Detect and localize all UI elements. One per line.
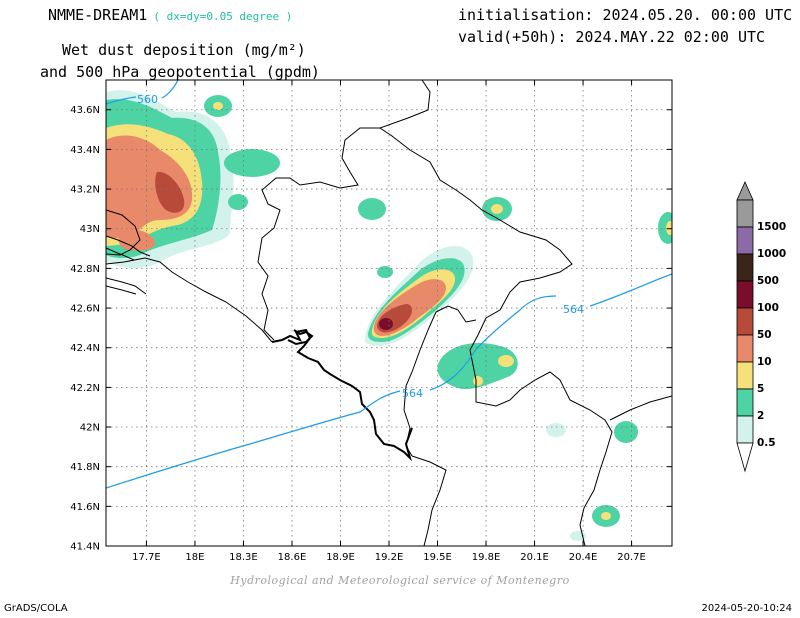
x-tick-label: 20.7E: [617, 552, 646, 563]
border-sw: [427, 305, 477, 331]
y-tick-label: 43.2N: [70, 185, 100, 196]
render-timestamp: 2024-05-20-10:24: [701, 603, 792, 614]
legend-swatch: [736, 415, 754, 444]
x-tick-label: 19.8E: [472, 552, 501, 563]
border-se: [469, 334, 613, 546]
contour-564: [106, 273, 672, 489]
y-tick-label: 43.4N: [70, 145, 100, 156]
map-title-line1: Wet dust deposition (mg/m²): [62, 41, 306, 59]
contour-label-564-east: 564: [563, 303, 584, 316]
legend-label: 1000: [757, 248, 786, 260]
dust-region-se-2: [614, 421, 638, 443]
legend-label: 2: [757, 410, 764, 422]
border-south: [411, 455, 447, 546]
model-label: NMME-DREAM1: [48, 6, 148, 24]
dust-region-east-3: [437, 342, 518, 390]
x-tick-label: 18E: [185, 552, 204, 563]
border-nw-2: [106, 235, 151, 257]
dust-region-nw-small: [118, 229, 156, 251]
initialisation-time: initialisation: 2024.05.20. 00:00 UTC: [458, 6, 793, 24]
software-label: GrADS/COLA: [4, 603, 68, 614]
legend-label: 100: [757, 302, 779, 314]
legend-swatch: [736, 199, 754, 228]
y-tick-label: 41.8N: [70, 462, 100, 473]
legend-label: 5: [757, 383, 764, 395]
coast-island: [106, 285, 137, 295]
legend-label: 500: [757, 275, 779, 287]
grid-resolution-note: ( dx=dy=0.05 degree ): [153, 10, 293, 23]
dust-deposition-field: [106, 90, 672, 541]
coastline-boka: [287, 329, 314, 346]
legend-cap-top: [736, 181, 754, 201]
y-tick-label: 42.8N: [70, 264, 100, 275]
x-tick-label: 18.3E: [229, 552, 258, 563]
contour-label-564-center: 564: [402, 387, 423, 400]
dust-region-east-3-core: [498, 355, 514, 367]
border-nw-4: [106, 257, 273, 343]
y-tick-label: 41.4N: [70, 542, 100, 553]
x-tick-label: 20.1E: [520, 552, 549, 563]
x-tick-label: 18.6E: [278, 552, 307, 563]
geopotential-contours: [106, 80, 672, 489]
dust-region-central-north: [377, 266, 393, 278]
dust-region-nw-10: [106, 135, 193, 239]
contour-560: [106, 80, 179, 105]
x-tick-label: 18.9E: [326, 552, 355, 563]
y-tick-label: 43.6N: [70, 105, 100, 116]
valid-time: valid(+50h): 2024.MAY.22 02:00 UTC: [458, 28, 766, 46]
legend-label: 50: [757, 329, 772, 341]
legend-swatch: [736, 361, 754, 390]
y-tick-label: 42N: [80, 423, 100, 434]
country-borders: [106, 80, 672, 546]
border-north: [257, 80, 431, 341]
legend-label: 1500: [757, 221, 786, 233]
dust-region-east-3-core2: [473, 376, 483, 386]
dust-region-se-1: [546, 423, 566, 437]
y-tick-label: 42.4N: [70, 343, 100, 354]
dust-region-nw-50: [155, 171, 185, 213]
x-tick-label: 19.5E: [423, 552, 452, 563]
credit-line: Hydrological and Meteorological service …: [230, 574, 570, 587]
legend-swatch: [736, 280, 754, 309]
model-name: NMME-DREAM1 ( dx=dy=0.05 degree ): [48, 6, 292, 24]
map-axes: 17.7E 18E 18.3E 18.6E 18.9E 19.2E 19.5E 19.8E 20…: [70, 80, 672, 563]
dust-region-north-strip: [224, 149, 280, 177]
dust-region-east-1: [358, 198, 386, 220]
x-tick-label: 17.7E: [132, 552, 161, 563]
legend-label: 0.5: [757, 437, 776, 449]
legend-label: 10: [757, 356, 772, 368]
contour-label-560: 560: [137, 93, 158, 106]
colorbar-legend: 1500 1000 500 100 50 10 5 2 0.5: [736, 181, 786, 473]
border-nw-1: [106, 209, 141, 256]
border-nw-3: [106, 247, 135, 261]
x-tick-label: 19.2E: [375, 552, 404, 563]
legend-swatch: [736, 307, 754, 336]
dust-region-east-edge-core: [666, 221, 672, 235]
dust-region-east-2-core: [491, 204, 503, 214]
dust-region-se-3-core: [601, 512, 611, 520]
x-tick-label: 20.4E: [569, 552, 598, 563]
dust-region-top-core: [213, 102, 223, 110]
coast-dalmatia: [106, 277, 147, 295]
y-tick-label: 43N: [80, 224, 100, 235]
coastline: [271, 328, 413, 462]
map-title-line2: and 500 hPa geopotential (gpdm): [40, 63, 320, 81]
y-tick-label: 42.2N: [70, 383, 100, 394]
y-tick-label: 42.6N: [70, 304, 100, 315]
legend-swatch: [736, 334, 754, 363]
dust-region-central-100: [379, 318, 393, 330]
legend-swatch: [736, 226, 754, 255]
legend-swatch: [736, 388, 754, 417]
legend-cap-bottom: [736, 442, 754, 473]
legend-swatch: [736, 253, 754, 282]
y-tick-label: 41.6N: [70, 502, 100, 513]
border-east: [379, 127, 573, 336]
dust-region-north-small: [228, 194, 248, 210]
border-right-edge: [609, 395, 672, 421]
dust-region-east-edge: [658, 212, 672, 244]
